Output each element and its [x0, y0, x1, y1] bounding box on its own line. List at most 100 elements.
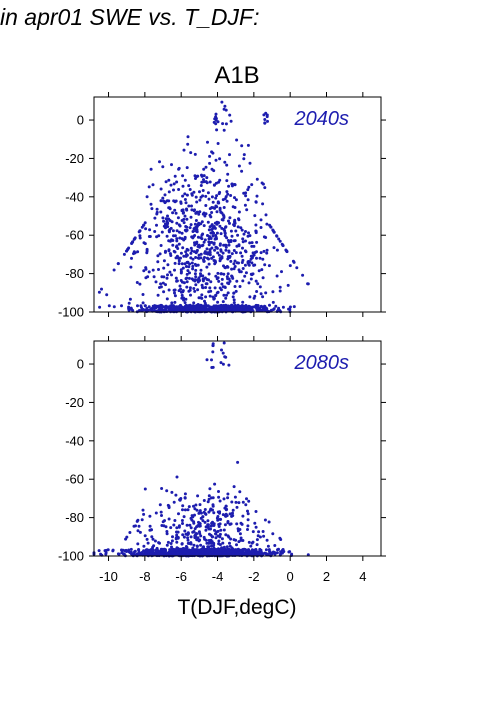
scatter-point	[183, 301, 187, 305]
scatter-point	[241, 237, 245, 241]
scatter-point	[205, 176, 209, 180]
scatter-point	[173, 268, 176, 272]
scatter-point	[231, 508, 235, 512]
scatter-point	[181, 522, 184, 525]
scatter-point	[268, 550, 271, 554]
scatter-point	[185, 272, 189, 276]
scatter-point	[203, 512, 207, 515]
scatter-point	[190, 518, 194, 522]
scatter-point	[202, 174, 206, 178]
scatter-point	[154, 553, 158, 556]
scatter-point	[208, 161, 212, 165]
scatter-point	[218, 522, 222, 526]
scatter-point	[205, 256, 209, 260]
scatter-point	[163, 519, 166, 523]
panel-annotation: 2040s	[294, 108, 350, 130]
scatter-point	[175, 279, 179, 283]
scatter-point	[140, 518, 144, 522]
scatter-point	[234, 198, 238, 202]
scatter-point	[236, 527, 240, 531]
scatter-point	[187, 204, 191, 208]
scatter-point	[142, 223, 145, 227]
scatter-point	[203, 299, 206, 303]
scatter-point	[182, 281, 186, 285]
scatter-point	[261, 202, 265, 206]
scatter-point	[195, 200, 199, 204]
scatter-point	[198, 198, 202, 202]
scatter-point	[175, 533, 179, 537]
scatter-point	[227, 184, 231, 188]
scatter-point	[263, 186, 267, 190]
scatter-point	[164, 180, 168, 184]
scatter-point	[233, 549, 237, 553]
scatter-point	[144, 267, 148, 271]
scatter-point	[202, 240, 206, 244]
scatter-point	[172, 500, 176, 504]
scatter-point	[214, 204, 218, 208]
scatter-point	[228, 221, 231, 225]
scatter-point	[217, 525, 221, 528]
scatter-point	[153, 216, 157, 220]
scatter-point	[210, 366, 214, 369]
scatter-point	[164, 249, 167, 253]
scatter-point	[205, 278, 209, 281]
scatter-point	[128, 531, 132, 534]
scatter-point	[179, 251, 183, 255]
scatter-point	[186, 142, 190, 146]
scatter-point	[248, 260, 251, 264]
scatter-point	[199, 534, 203, 538]
scatter-point	[222, 293, 226, 297]
scatter-point	[207, 290, 211, 294]
scatter-point	[267, 520, 271, 524]
y-tick-label: -80	[65, 266, 84, 281]
scatter-point	[306, 553, 310, 557]
scatter-point	[214, 112, 218, 116]
scatter-point	[254, 223, 258, 227]
scatter-point	[223, 197, 227, 201]
scatter-point	[219, 248, 223, 252]
scatter-point	[181, 194, 185, 198]
scatter-point	[200, 220, 204, 224]
scatter-point	[167, 206, 171, 210]
scatter-point	[214, 122, 218, 126]
scatter-point	[207, 272, 211, 276]
scatter-point	[226, 291, 230, 295]
scatter-point	[237, 217, 240, 221]
scatter-point	[228, 512, 232, 516]
scatter-point	[161, 281, 165, 285]
scatter-point	[251, 530, 255, 534]
scatter-point	[266, 553, 270, 556]
scatter-point	[137, 548, 141, 551]
scatter-point	[278, 239, 282, 243]
scatter-point	[271, 300, 275, 304]
scatter-point	[238, 490, 242, 494]
scatter-point	[240, 254, 244, 258]
scatter-point	[175, 546, 179, 550]
scatter-point	[197, 511, 201, 515]
scatter-point	[151, 183, 155, 187]
scatter-point	[178, 230, 181, 234]
scatter-point	[212, 169, 216, 173]
scatter-point	[215, 231, 219, 235]
scatter-point	[223, 104, 227, 108]
scatter-point	[228, 216, 232, 220]
scatter-point	[181, 508, 184, 512]
scatter-point	[182, 148, 186, 152]
scatter-point	[162, 290, 166, 294]
scatter-point	[246, 524, 250, 528]
scatter-point	[185, 285, 189, 289]
scatter-point	[239, 308, 243, 312]
scatter-point	[254, 200, 258, 204]
scatter-point	[155, 548, 159, 551]
scatter-point	[170, 539, 174, 543]
scatter-point	[194, 195, 198, 199]
scatter-point	[193, 174, 197, 178]
scatter-point	[192, 301, 196, 305]
scatter-point	[162, 266, 166, 270]
scatter-point	[211, 503, 215, 507]
scatter-point	[175, 475, 179, 479]
scatter-point	[193, 278, 197, 282]
scatter-point	[233, 239, 237, 243]
scatter-point	[205, 265, 209, 269]
scatter-point	[286, 283, 290, 287]
